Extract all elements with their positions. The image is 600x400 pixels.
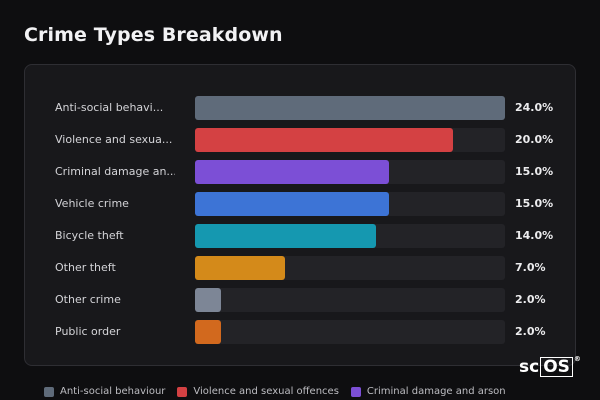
bar-track [195, 320, 505, 344]
category-label: Other crime [55, 293, 121, 306]
chart-panel: Anti-social behavi... 24.0% Violence and s… [24, 64, 576, 366]
bar-track [195, 224, 505, 248]
logo-registered-mark: ® [573, 355, 581, 363]
bar-row: Violence and sexua... 20.0% [25, 128, 575, 152]
value-label: 2.0% [515, 325, 546, 338]
category-label: Anti-social behavi... [55, 101, 164, 114]
category-label: Violence and sexua... [55, 133, 173, 146]
bar[interactable] [195, 256, 285, 280]
chart-legend: Anti-social behaviour Violence and sexual… [44, 386, 506, 397]
legend-swatch [44, 386, 54, 397]
logo-boxed: OS [540, 357, 573, 377]
legend-label: Anti-social behaviour [60, 386, 166, 397]
value-label: 24.0% [515, 101, 554, 114]
legend-label: Criminal damage and arson [366, 386, 506, 397]
bar[interactable] [195, 128, 453, 152]
bar[interactable] [195, 288, 221, 312]
category-label: Vehicle crime [55, 197, 129, 210]
category-label: Bicycle theft [55, 229, 124, 242]
bar[interactable] [195, 160, 389, 184]
bar-track [195, 128, 505, 152]
bar-row: Criminal damage an... 15.0% [25, 160, 575, 184]
category-label: Criminal damage an... [55, 165, 175, 178]
bar[interactable] [195, 96, 505, 120]
value-label: 2.0% [515, 293, 546, 306]
bar-track [195, 256, 505, 280]
category-label: Public order [55, 325, 121, 338]
legend-item: Violence and sexual offences [177, 386, 339, 397]
bar-track [195, 160, 505, 184]
legend-swatch [177, 386, 188, 397]
bar[interactable] [195, 224, 376, 248]
legend-item: Anti-social behaviour [44, 386, 165, 397]
bar-row: Bicycle theft 14.0% [25, 224, 575, 248]
bar-row: Public order 2.0% [25, 320, 575, 344]
value-label: 15.0% [515, 165, 554, 178]
value-label: 7.0% [515, 261, 546, 274]
logo-prefix: sc [519, 357, 540, 377]
value-label: 20.0% [515, 133, 554, 146]
bar-track [195, 96, 505, 120]
bar[interactable] [195, 320, 221, 344]
bar-track [195, 192, 505, 216]
bar[interactable] [195, 192, 389, 216]
chart-title: Crime Types Breakdown [24, 24, 283, 46]
bar-track [195, 288, 505, 312]
scos-logo: sc OS ® [519, 355, 581, 377]
legend-label: Violence and sexual offences [193, 386, 339, 397]
legend-swatch [350, 386, 361, 397]
bar-row: Vehicle crime 15.0% [25, 192, 575, 216]
legend-item: Criminal damage and arson [350, 386, 506, 397]
bar-row: Other crime 2.0% [25, 288, 575, 312]
bar-row: Anti-social behavi... 24.0% [25, 96, 575, 120]
bar-row: Other theft 7.0% [25, 256, 575, 280]
value-label: 14.0% [515, 229, 554, 242]
value-label: 15.0% [515, 197, 554, 210]
category-label: Other theft [55, 261, 116, 274]
